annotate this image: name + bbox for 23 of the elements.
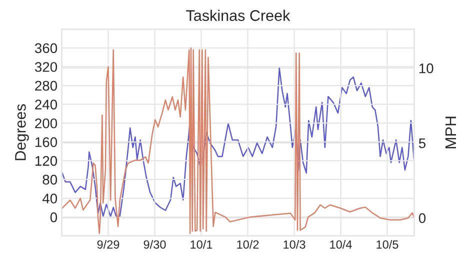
- y-tick-label: 120: [35, 156, 58, 166]
- x-tick-label: 9/30: [144, 240, 166, 249]
- x-tick-label: 10/1: [190, 240, 212, 249]
- x-tick-label: 9/29: [97, 240, 120, 249]
- x-tick-label: 10/3: [284, 240, 306, 249]
- y-tick-label: 360: [34, 43, 58, 54]
- y-tick-label: 0: [50, 212, 58, 222]
- chart-title: Taskinas Creek: [186, 10, 290, 21]
- y-tick-label: 320: [34, 62, 58, 72]
- y-tick-label: 40: [42, 194, 58, 204]
- y2-tick-label: 5: [418, 138, 426, 148]
- y-tick-label: 160: [35, 137, 58, 148]
- y2-tick-label: 0: [418, 213, 426, 224]
- x-tick-label: 10/5: [376, 240, 398, 249]
- y-tick-label: 280: [35, 80, 58, 91]
- y2-tick-label: 10: [419, 63, 434, 74]
- y-tick-label: 80: [42, 174, 58, 185]
- x-tick-label: 10/4: [330, 240, 352, 249]
- y2-axis-title: MPH: [445, 116, 456, 148]
- y-axis-title: Degrees: [15, 104, 29, 160]
- y-tick-label: 240: [35, 100, 58, 110]
- y-tick-label: 200: [35, 118, 58, 128]
- x-tick-label: 10/2: [237, 240, 259, 249]
